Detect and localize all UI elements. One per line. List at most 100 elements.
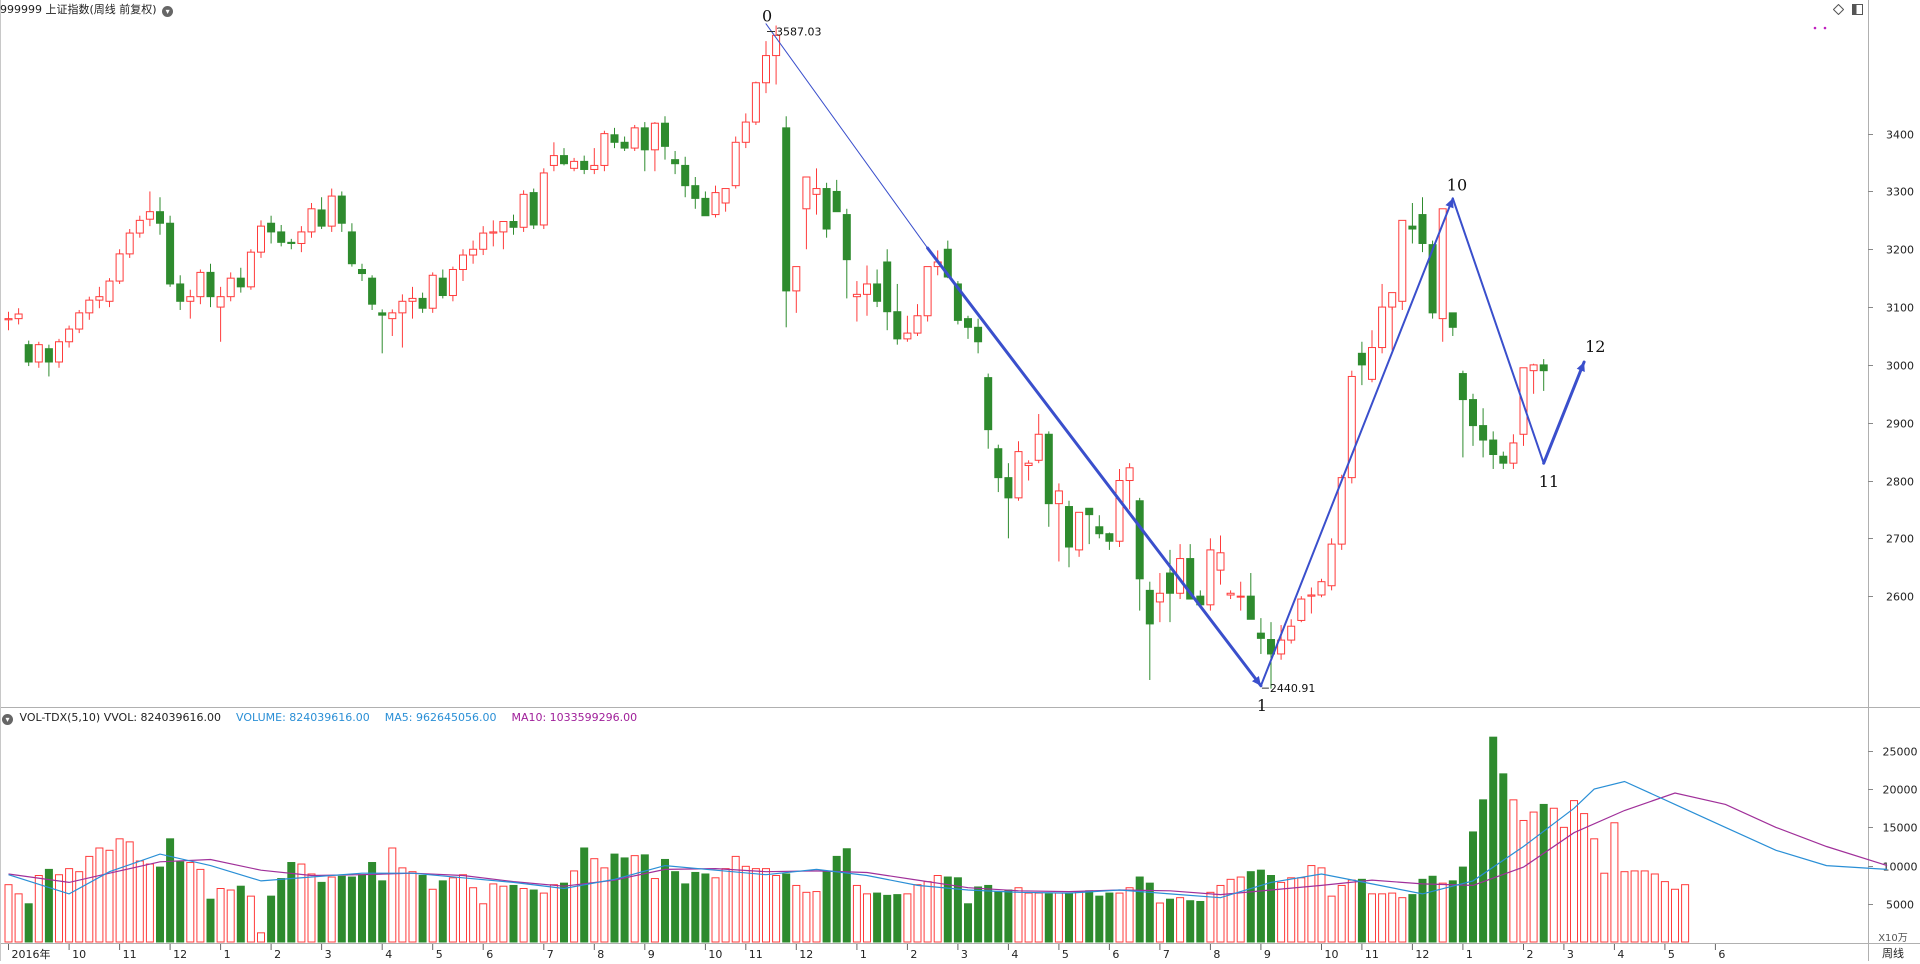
volume-bar-down bbox=[873, 892, 882, 943]
dropdown-caret-icon[interactable]: ▾ bbox=[162, 6, 174, 17]
volume-bar-up bbox=[297, 863, 306, 943]
period-label[interactable]: 周线 bbox=[1882, 947, 1904, 960]
candle bbox=[681, 156, 690, 198]
candle-body-up bbox=[388, 312, 397, 320]
candle-body-down bbox=[438, 277, 447, 297]
candle-body-down bbox=[156, 211, 164, 224]
wave-line bbox=[765, 23, 929, 249]
candle bbox=[408, 286, 417, 319]
candle-body-up bbox=[792, 266, 801, 292]
candle bbox=[620, 136, 629, 151]
volume-tick-label: 10000 bbox=[1883, 861, 1918, 874]
candle bbox=[358, 263, 366, 282]
candle-body-up bbox=[1277, 639, 1286, 655]
candle-body-up bbox=[65, 328, 74, 343]
candle bbox=[630, 124, 639, 151]
candle bbox=[34, 341, 43, 368]
candle-body-down bbox=[529, 192, 538, 226]
volume-bar-down bbox=[1065, 892, 1073, 943]
volume-bar-down bbox=[1469, 831, 1477, 943]
candle bbox=[1287, 619, 1296, 644]
main-chart-header: 999999 上证指数(周线 前复权) ▾ bbox=[0, 2, 176, 18]
candle-body-down bbox=[1479, 425, 1488, 441]
dropdown-caret-icon[interactable]: ▾ bbox=[2, 714, 13, 725]
candle bbox=[459, 249, 467, 282]
candle bbox=[216, 286, 225, 342]
candle bbox=[1105, 532, 1114, 550]
volume-bar-up bbox=[1075, 891, 1084, 943]
volume-bar-down bbox=[994, 891, 1003, 943]
volume-bar-up bbox=[125, 841, 134, 943]
volume-bar-down bbox=[1166, 898, 1174, 943]
volume-bar-up bbox=[1549, 807, 1558, 943]
candle bbox=[731, 136, 740, 189]
volume-bar-up bbox=[1559, 826, 1568, 943]
candle bbox=[65, 325, 74, 348]
diamond-icon[interactable] bbox=[1833, 4, 1844, 15]
candle-body-up bbox=[1398, 219, 1407, 302]
candle-body-down bbox=[267, 222, 276, 233]
candle bbox=[1489, 431, 1498, 469]
volume-bar-down bbox=[580, 847, 589, 943]
candle-body-up bbox=[1529, 364, 1538, 372]
volume-bar-up bbox=[1125, 887, 1134, 943]
candle-body-up bbox=[428, 274, 437, 309]
ma5-line bbox=[8, 780, 1888, 899]
candle bbox=[1317, 578, 1326, 598]
candle bbox=[974, 318, 983, 354]
volume-bar-down bbox=[1428, 875, 1437, 943]
volume-bar-down bbox=[509, 884, 518, 943]
candle-body-down bbox=[681, 164, 690, 187]
candle-body-down bbox=[509, 221, 518, 228]
candle bbox=[206, 263, 215, 308]
volume-bar-down bbox=[1408, 894, 1417, 943]
time-tick-label: 6 bbox=[486, 948, 493, 961]
candle bbox=[509, 214, 518, 235]
volume-bar-down bbox=[1004, 889, 1013, 943]
candle-body-up bbox=[448, 268, 457, 297]
candle-body-down bbox=[378, 312, 387, 316]
volume-bar-up bbox=[923, 881, 932, 943]
candle bbox=[600, 130, 609, 172]
candle bbox=[499, 221, 508, 250]
time-tick-label: 7 bbox=[1163, 948, 1170, 961]
candle-body-down bbox=[782, 127, 791, 292]
volume-indicator-name: VOL-TDX(5,10) bbox=[19, 711, 101, 724]
candle-body-down bbox=[1428, 244, 1437, 314]
volume-bar-up bbox=[1307, 865, 1316, 943]
volume-bar-up bbox=[1115, 892, 1124, 943]
candle bbox=[1024, 460, 1033, 481]
volume-bar-down bbox=[832, 855, 841, 943]
candle bbox=[1004, 463, 1013, 539]
volume-bar-up bbox=[257, 932, 265, 943]
low-price-label: 2440.91 bbox=[1270, 682, 1316, 695]
volume-bar-down bbox=[267, 895, 276, 943]
volume-bar-up bbox=[933, 875, 942, 943]
candle bbox=[469, 240, 478, 264]
candle-body-down bbox=[166, 222, 175, 285]
volume-bar-down bbox=[964, 903, 972, 943]
candle-body-up bbox=[570, 160, 579, 169]
options-dots-icon[interactable] bbox=[1812, 25, 1830, 31]
ma10-value: MA10: 1033599296.00 bbox=[511, 711, 638, 724]
candle bbox=[368, 275, 377, 310]
wave-line bbox=[1259, 197, 1454, 687]
candle-body-down bbox=[368, 277, 377, 305]
volume-bar-up bbox=[469, 887, 478, 943]
candle bbox=[1166, 549, 1174, 623]
panel-toggle-icon[interactable] bbox=[1852, 4, 1863, 15]
time-tick-label: 12 bbox=[173, 948, 187, 961]
candle bbox=[1378, 283, 1387, 354]
candle-body-up bbox=[459, 254, 467, 270]
candle-body-up bbox=[85, 299, 94, 314]
candle-body-down bbox=[620, 141, 629, 149]
candle bbox=[893, 283, 902, 345]
volume-bar-down bbox=[842, 848, 851, 943]
volume-bar-up bbox=[1529, 811, 1538, 943]
candle bbox=[671, 150, 680, 175]
candle bbox=[1347, 370, 1356, 484]
candle-body-up bbox=[55, 341, 63, 363]
volume-bar-down bbox=[1267, 875, 1275, 943]
